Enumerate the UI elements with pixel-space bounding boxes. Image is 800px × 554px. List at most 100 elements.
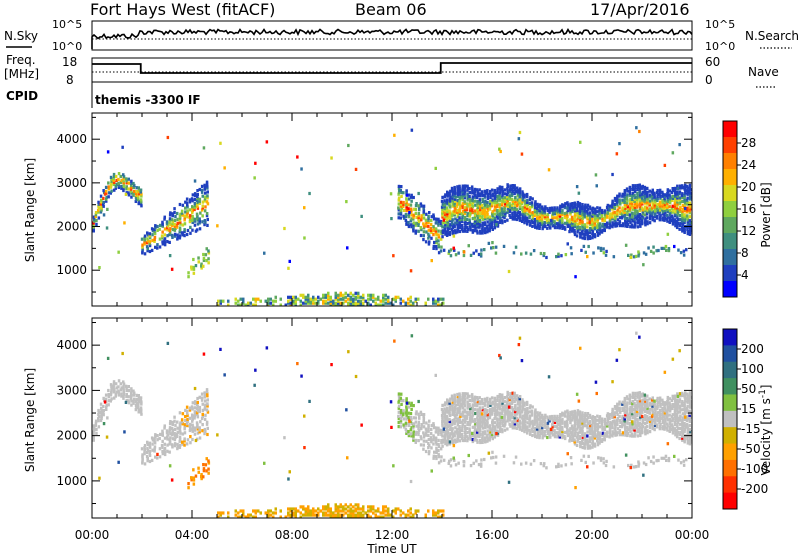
velocity-cell	[525, 400, 529, 404]
power-cell	[675, 225, 679, 230]
power-cell	[176, 211, 179, 216]
power-cell	[161, 230, 164, 234]
velocity-cell	[435, 442, 438, 446]
power-cell	[533, 217, 537, 222]
velocity-cell	[357, 507, 360, 511]
velocity-cell	[143, 450, 146, 454]
velocity-cell	[479, 410, 482, 414]
velocity-cell	[589, 415, 592, 419]
velocity-cell	[127, 389, 130, 393]
power-cell	[476, 219, 479, 223]
power-cell	[471, 224, 475, 228]
power-cell	[269, 297, 272, 301]
velocity-cell	[174, 435, 177, 440]
velocity-cell	[663, 425, 666, 429]
velocity-cell	[678, 432, 682, 437]
power-cell	[640, 206, 644, 210]
velocity-cell	[634, 430, 637, 434]
power-cell	[397, 192, 400, 196]
power-cell	[498, 193, 501, 197]
power-cell	[511, 213, 514, 217]
power-cell	[479, 202, 482, 206]
power-cell	[448, 193, 451, 197]
power-cell	[543, 215, 547, 219]
power-cell	[516, 188, 519, 192]
velocity-cell	[334, 513, 337, 517]
velocity-cell	[329, 509, 332, 513]
velocity-cell	[573, 415, 577, 420]
velocity-cell	[417, 509, 420, 513]
power-cell	[514, 197, 517, 201]
power-cell	[117, 183, 120, 187]
velocity-cell	[140, 400, 143, 404]
power-cell	[446, 224, 449, 228]
power-cell	[651, 190, 654, 194]
power-cell	[481, 231, 484, 235]
velocity-cell	[432, 456, 435, 460]
velocity-cell	[100, 412, 103, 416]
power-cell	[490, 223, 494, 228]
power-cell	[196, 218, 200, 222]
velocity-cell	[267, 513, 270, 517]
power-cell	[624, 222, 627, 226]
power-cell	[451, 212, 454, 216]
power-cell	[636, 185, 640, 190]
velocity-cell	[583, 422, 586, 426]
power-cell	[651, 216, 655, 220]
velocity-cell	[102, 404, 105, 409]
velocity-cell	[94, 421, 98, 425]
velocity-cell	[591, 427, 594, 431]
velocity-cell	[603, 426, 607, 430]
velocity-cell	[618, 406, 621, 410]
velocity-cell	[129, 393, 133, 397]
power-cell	[441, 213, 444, 217]
velocity-cell	[566, 417, 570, 421]
power-cell	[498, 205, 501, 209]
power-cell	[192, 271, 196, 275]
power-cell	[521, 217, 525, 221]
power-cell	[153, 239, 156, 243]
velocity-cell	[631, 393, 635, 397]
power-cell	[558, 208, 561, 212]
velocity-cell	[513, 393, 516, 397]
power-cell	[400, 194, 403, 198]
velocity-cell	[588, 421, 591, 426]
power-cell	[508, 208, 512, 212]
velocity-cell	[185, 421, 189, 426]
power-cell	[565, 213, 569, 217]
power-cell	[174, 226, 177, 230]
velocity-cell	[625, 429, 629, 433]
velocity-cell	[471, 431, 474, 435]
power-cell	[417, 214, 420, 218]
power-cell	[523, 193, 526, 197]
power-cell	[669, 214, 672, 219]
velocity-cell	[671, 427, 674, 431]
velocity-cell	[631, 399, 635, 404]
power-cell	[661, 206, 664, 210]
power-cell	[173, 211, 176, 215]
velocity-cell	[200, 473, 203, 477]
power-cell	[681, 217, 684, 221]
velocity-cell	[481, 440, 484, 444]
velocity-cell	[661, 398, 664, 402]
power-cell	[420, 218, 423, 222]
velocity-cell	[409, 411, 413, 416]
velocity-cell	[478, 396, 481, 400]
velocity-cell	[656, 419, 660, 423]
freq-unit-label: [MHz]	[4, 67, 39, 81]
power-cell	[496, 210, 499, 214]
power-cell	[304, 301, 307, 305]
velocity-cell	[463, 404, 467, 408]
power-cell	[515, 208, 519, 212]
power-cell	[476, 209, 480, 213]
power-cell	[536, 222, 540, 226]
velocity-cell	[483, 403, 487, 407]
power-cell	[506, 210, 509, 214]
power-cell	[661, 192, 665, 196]
velocity-cell	[107, 399, 111, 403]
power-cell	[186, 211, 189, 215]
velocity-cell	[181, 440, 184, 444]
power-cell	[496, 212, 499, 216]
power-cell	[110, 189, 113, 193]
